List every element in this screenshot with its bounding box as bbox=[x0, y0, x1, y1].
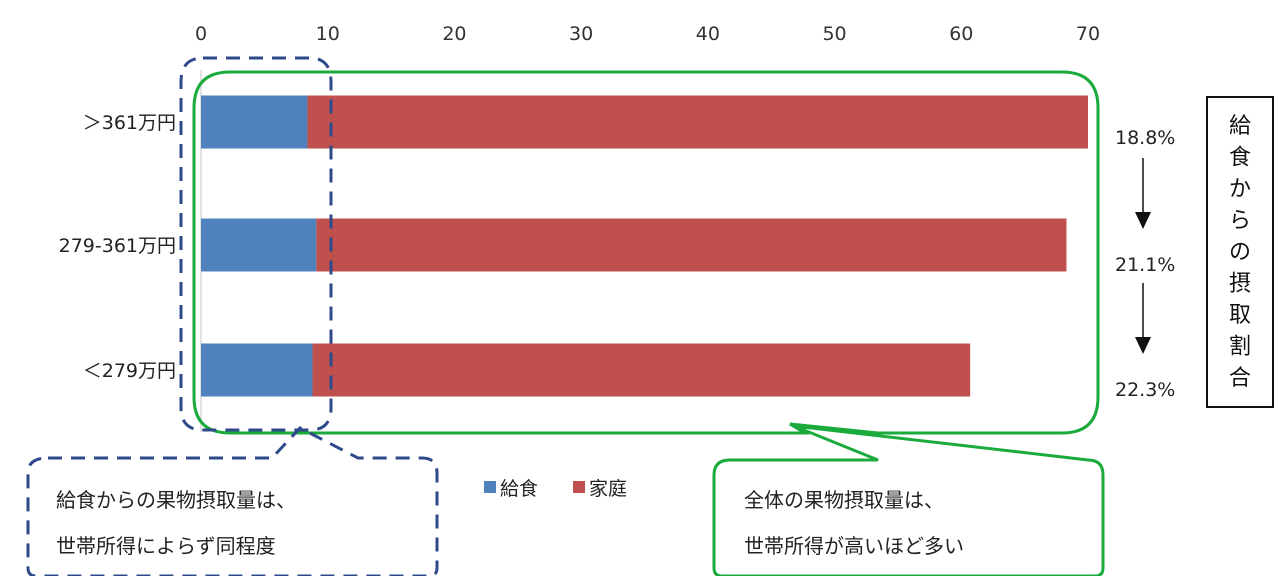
side-label-char: 食 bbox=[1229, 146, 1251, 171]
bar-katei bbox=[307, 95, 1088, 149]
bars bbox=[201, 95, 1088, 397]
x-tick-label: 50 bbox=[822, 23, 846, 45]
bar-kyushoku bbox=[201, 343, 313, 397]
bar-katei bbox=[312, 343, 971, 397]
x-tick-label: 0 bbox=[195, 23, 207, 45]
arrow-down-2 bbox=[1135, 283, 1151, 354]
share-label-mid: 21.1% bbox=[1115, 254, 1175, 276]
side-label-char: か bbox=[1229, 177, 1251, 202]
side-label-char: 給 bbox=[1229, 114, 1251, 139]
side-label-char: 取 bbox=[1229, 303, 1251, 328]
right-callout-line-1: 全体の果物摂取量は、 bbox=[744, 488, 944, 512]
x-tick-label: 60 bbox=[949, 23, 973, 45]
x-axis-ticks: 0 10 20 30 40 50 60 70 bbox=[195, 23, 1100, 45]
right-callout-line-2: 世帯所得が高いほど多い bbox=[744, 534, 964, 558]
green-highlight-frame bbox=[192, 70, 1100, 435]
x-tick-label: 10 bbox=[316, 23, 340, 45]
x-tick-label: 70 bbox=[1076, 23, 1100, 45]
bar-katei bbox=[316, 218, 1067, 272]
category-labels: ＞361万円 279-361万円 ＜279万円 bbox=[59, 112, 176, 382]
side-label-char: ら bbox=[1229, 209, 1251, 234]
category-label: ＜279万円 bbox=[83, 360, 176, 382]
bar-kyushoku bbox=[201, 95, 308, 149]
side-label-box bbox=[1206, 96, 1274, 408]
legend-swatch-kyushoku bbox=[484, 481, 496, 493]
left-callout-line-2: 世帯所得によらず同程度 bbox=[56, 534, 276, 558]
share-label-low: 22.3% bbox=[1115, 379, 1175, 401]
legend-label-kyushoku: 給食 bbox=[500, 478, 538, 500]
legend-label-katei: 家庭 bbox=[589, 478, 627, 500]
arrow-down-1 bbox=[1135, 158, 1151, 229]
category-label: ＞361万円 bbox=[83, 112, 176, 134]
side-label-char: 合 bbox=[1229, 366, 1251, 391]
legend: 給食 家庭 bbox=[484, 478, 627, 500]
left-callout-line-1: 給食からの果物摂取量は、 bbox=[56, 488, 296, 512]
side-label-char: 割 bbox=[1229, 335, 1251, 360]
side-label-char: 摂 bbox=[1229, 272, 1251, 297]
side-label-char: の bbox=[1229, 240, 1251, 265]
share-label-high: 18.8% bbox=[1115, 127, 1175, 149]
legend-swatch-katei bbox=[573, 481, 585, 493]
x-tick-label: 40 bbox=[696, 23, 720, 45]
x-tick-label: 30 bbox=[569, 23, 593, 45]
bar-kyushoku bbox=[201, 218, 317, 272]
category-label: 279-361万円 bbox=[59, 235, 176, 257]
left-callout-box bbox=[26, 426, 439, 576]
x-tick-label: 20 bbox=[442, 23, 466, 45]
